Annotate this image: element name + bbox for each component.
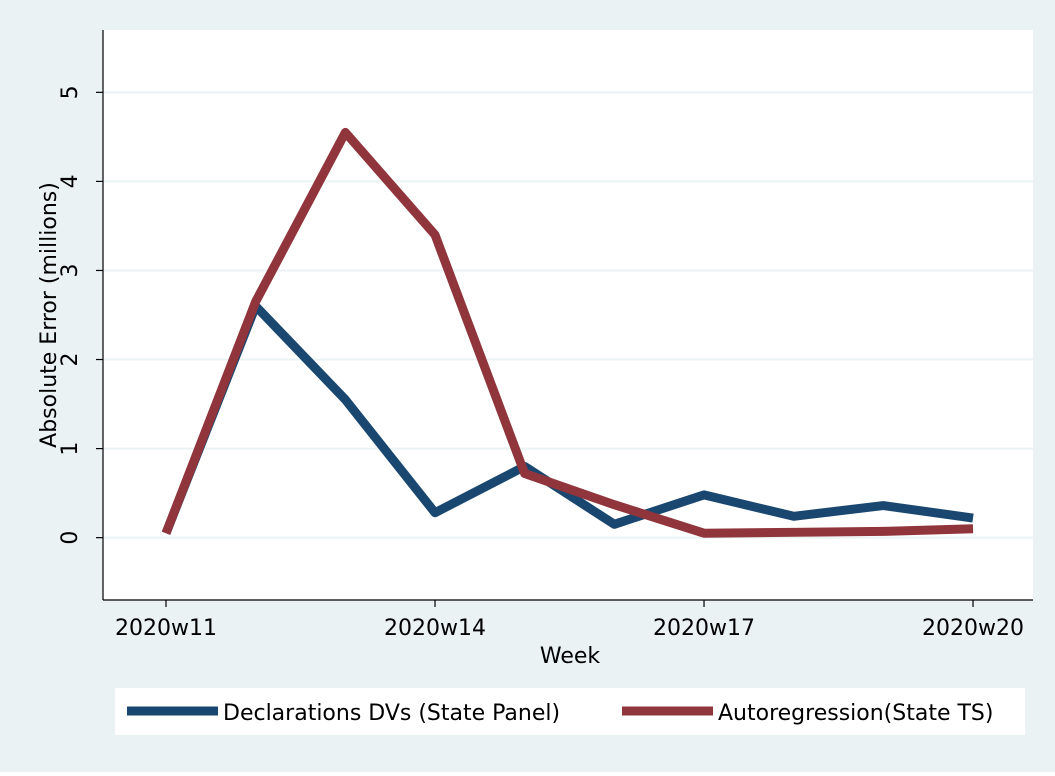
x-tick-label: 2020w20 — [922, 616, 1024, 641]
y-tick-label: 5 — [58, 85, 83, 99]
legend-label: Declarations DVs (State Panel) — [223, 701, 560, 726]
x-tick-label: 2020w11 — [115, 616, 217, 641]
y-tick-label: 2 — [58, 353, 83, 367]
x-tick-label: 2020w14 — [384, 616, 486, 641]
y-tick-label: 3 — [58, 263, 83, 277]
line-series — [161, 301, 974, 535]
y-tick-label: 4 — [58, 174, 83, 188]
y-tick-label: 1 — [58, 442, 83, 456]
x-tick-label: 2020w17 — [653, 616, 755, 641]
line-series — [161, 127, 974, 538]
legend-label: Autoregression(State TS) — [718, 701, 993, 726]
x-axis-label: Week — [540, 644, 601, 669]
y-axis-label: Absolute Error (millions) — [37, 182, 62, 448]
legend-box — [115, 688, 1025, 735]
plot-area — [103, 30, 1033, 600]
y-tick-label: 0 — [58, 531, 83, 545]
